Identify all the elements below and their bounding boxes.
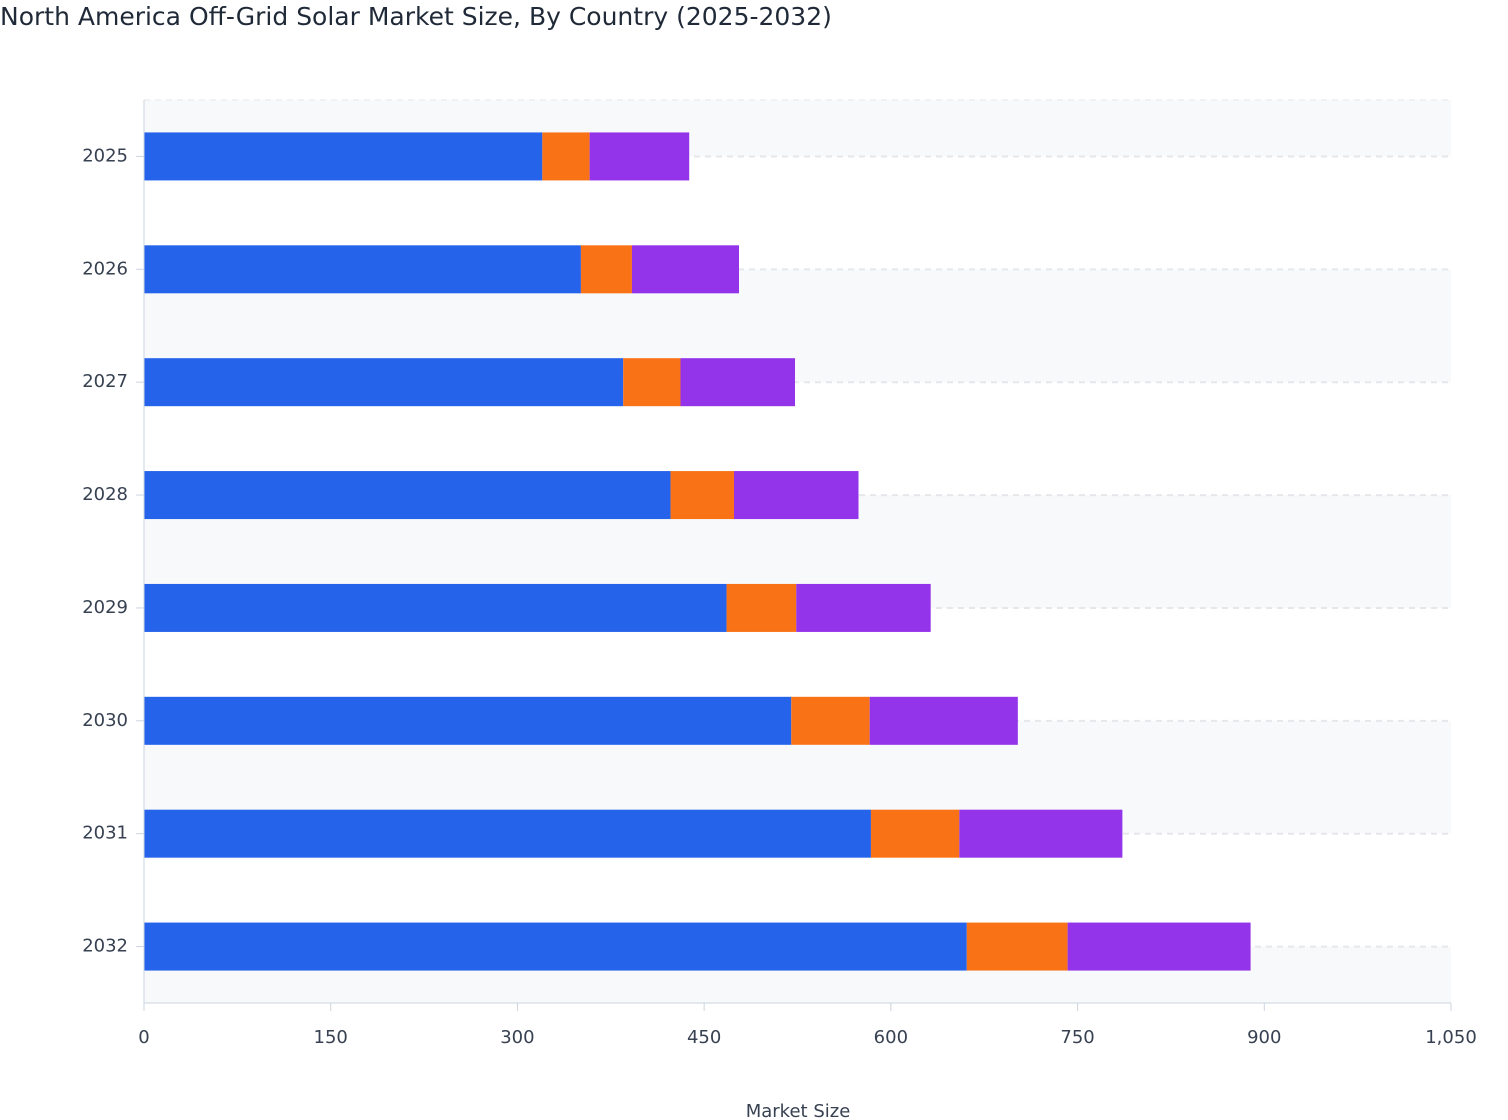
y-tick-label: 2030 [82,710,128,731]
bar-segment [144,471,671,520]
bar-segment [144,358,624,407]
x-tick-label: 600 [874,1027,908,1048]
bar-segment [966,922,1068,971]
bar-segment [959,809,1123,858]
bar-segment [144,132,543,181]
y-tick-label: 2026 [82,258,128,279]
bar-segment [670,471,735,520]
bar-segment [869,696,1018,745]
bar-segment [726,583,797,632]
bar-segment [144,245,581,294]
y-tick-label: 2032 [82,936,128,957]
chart-title: North America Off-Grid Solar Market Size… [0,2,832,31]
bar-segment [734,471,859,520]
x-tick-label: 750 [1060,1027,1094,1048]
bar-segment [144,809,871,858]
bar-segment [144,583,727,632]
x-tick-label: 450 [687,1027,721,1048]
y-tick-label: 2029 [82,597,128,618]
bar-segment [870,809,960,858]
x-tick-label: 300 [500,1027,534,1048]
bar-segment [623,358,681,407]
bar-segment [796,583,931,632]
bar-segment [144,922,967,971]
bar-segment [589,132,690,181]
y-tick-label: 2028 [82,484,128,505]
y-tick-label: 2031 [82,823,128,844]
x-tick-label: 900 [1247,1027,1281,1048]
bar-segment [580,245,632,294]
x-axis-label: Market Size [746,1101,851,1120]
y-tick-label: 2027 [82,371,128,392]
y-tick-label: 2025 [82,145,128,166]
bar-segment [1067,922,1251,971]
bar-segment [144,696,792,745]
x-tick-label: 0 [138,1027,149,1048]
bar-segment [631,245,739,294]
bar-segment [680,358,796,407]
x-tick-label: 1,050 [1425,1027,1477,1048]
bar-segment [542,132,590,181]
bar-segment [791,696,870,745]
x-tick-label: 150 [314,1027,348,1048]
